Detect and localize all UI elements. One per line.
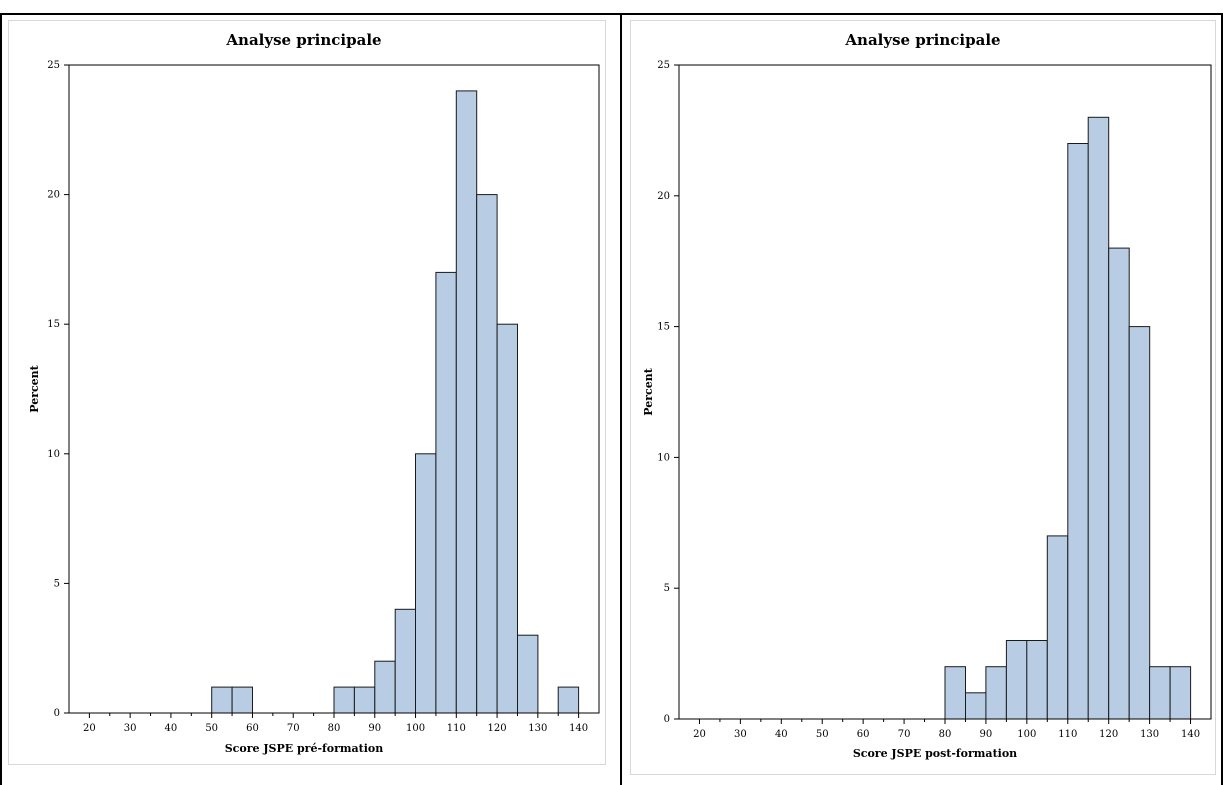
histogram-bar xyxy=(496,323,519,714)
y-tick-label: 5 xyxy=(54,578,60,589)
histogram-panel-post: Analyse principale Percent Score JSPE po… xyxy=(630,20,1216,775)
y-tick-label: 15 xyxy=(47,319,60,330)
y-tick-label: 5 xyxy=(664,583,670,594)
histogram-bar xyxy=(231,686,254,714)
frame-left-line xyxy=(0,13,2,785)
histogram-bar xyxy=(476,194,498,714)
histogram-bar xyxy=(211,686,233,714)
histogram-bar xyxy=(517,634,539,714)
y-tick-label: 25 xyxy=(47,60,60,71)
x-tick-label: 120 xyxy=(488,723,507,734)
histogram-bar xyxy=(455,90,478,714)
x-axis-label: Score JSPE pré-formation xyxy=(225,742,384,755)
x-tick-label: 80 xyxy=(328,723,341,734)
y-axis-label: Percent xyxy=(642,367,655,415)
plot-frame xyxy=(68,64,600,714)
frame-divider-line xyxy=(620,13,622,785)
histogram-pre-formation: Analyse principale Percent Score JSPE pr… xyxy=(28,31,600,755)
histogram-bar xyxy=(1067,143,1089,720)
x-tick-label: 110 xyxy=(1058,729,1077,740)
histogram-bar xyxy=(1046,535,1069,720)
x-tick-label: 20 xyxy=(83,723,96,734)
y-tick-label: 25 xyxy=(657,60,670,71)
x-tick-label: 110 xyxy=(447,723,466,734)
y-axis-label: Percent xyxy=(28,364,41,412)
x-tick-label: 130 xyxy=(528,723,547,734)
x-axis-label: Score JSPE post-formation xyxy=(853,747,1017,760)
histogram-bar xyxy=(1005,640,1028,720)
histogram-bar xyxy=(1087,116,1110,720)
histogram-bar xyxy=(415,453,437,714)
histogram-bar xyxy=(333,686,355,714)
y-tick-label: 10 xyxy=(657,452,670,463)
y-tick-label: 15 xyxy=(657,322,670,333)
x-tick-label: 90 xyxy=(368,723,381,734)
histogram-bar xyxy=(1149,666,1171,720)
histogram-bar xyxy=(1128,326,1151,720)
x-tick-label: 30 xyxy=(734,729,747,740)
x-tick-label: 20 xyxy=(693,729,706,740)
y-tick-label: 0 xyxy=(54,708,60,719)
x-tick-label: 70 xyxy=(898,729,911,740)
x-tick-label: 100 xyxy=(1017,729,1036,740)
histogram-bar xyxy=(965,692,987,720)
x-tick-label: 50 xyxy=(816,729,829,740)
x-tick-label: 60 xyxy=(857,729,870,740)
histogram-bar xyxy=(985,666,1007,720)
histogram-bar xyxy=(374,660,396,714)
y-tick-label: 20 xyxy=(47,190,60,201)
x-tick-label: 60 xyxy=(246,723,259,734)
y-tick-label: 10 xyxy=(47,449,60,460)
chart-title: Analyse principale xyxy=(844,31,1000,49)
x-tick-label: 130 xyxy=(1140,729,1159,740)
x-tick-label: 40 xyxy=(165,723,178,734)
frame-right-line xyxy=(1221,13,1223,785)
x-tick-label: 70 xyxy=(287,723,300,734)
y-tick-label: 20 xyxy=(657,191,670,202)
histogram-bar xyxy=(1108,247,1130,720)
chart-title: Analyse principale xyxy=(225,31,381,49)
x-tick-label: 80 xyxy=(939,729,952,740)
histogram-bar xyxy=(1026,640,1048,720)
x-tick-label: 30 xyxy=(124,723,137,734)
histogram-bar xyxy=(353,686,376,714)
x-tick-label: 40 xyxy=(775,729,788,740)
x-tick-label: 120 xyxy=(1099,729,1118,740)
x-tick-label: 140 xyxy=(1181,729,1200,740)
x-tick-label: 50 xyxy=(205,723,218,734)
histogram-bar xyxy=(944,666,966,720)
histogram-bar xyxy=(1169,666,1192,720)
histogram-bar xyxy=(435,271,457,714)
x-tick-label: 100 xyxy=(406,723,425,734)
histogram-bar xyxy=(557,686,580,714)
frame-top-line xyxy=(0,13,1223,15)
x-tick-label: 90 xyxy=(980,729,993,740)
y-tick-label: 0 xyxy=(664,714,670,725)
histogram-post-formation: Analyse principale Percent Score JSPE po… xyxy=(642,31,1212,760)
histogram-bar xyxy=(394,608,417,714)
histogram-panel-pre: Analyse principale Percent Score JSPE pr… xyxy=(8,20,608,765)
x-tick-label: 140 xyxy=(569,723,588,734)
